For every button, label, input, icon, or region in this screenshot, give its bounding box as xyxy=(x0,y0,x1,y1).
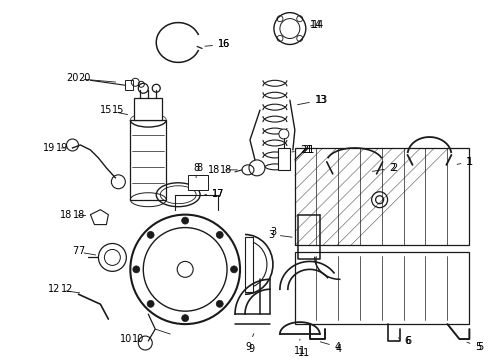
Circle shape xyxy=(216,231,223,238)
Text: 15: 15 xyxy=(100,105,127,115)
Text: 4: 4 xyxy=(320,342,340,352)
Text: 2: 2 xyxy=(372,163,395,173)
Text: 18: 18 xyxy=(207,165,237,175)
Bar xyxy=(294,252,468,324)
Text: 7: 7 xyxy=(72,247,96,256)
Circle shape xyxy=(278,129,288,139)
Bar xyxy=(125,80,133,90)
Circle shape xyxy=(177,261,193,277)
Text: 12: 12 xyxy=(61,284,73,294)
Text: 19: 19 xyxy=(43,143,65,153)
Text: 14: 14 xyxy=(311,19,324,30)
Circle shape xyxy=(98,243,126,271)
Text: 6: 6 xyxy=(397,336,410,346)
Text: 13: 13 xyxy=(297,95,326,105)
Circle shape xyxy=(152,84,160,92)
Text: 11: 11 xyxy=(297,348,309,358)
Text: 20: 20 xyxy=(78,73,91,83)
Text: 16: 16 xyxy=(218,40,230,49)
Text: 9: 9 xyxy=(247,344,254,354)
Circle shape xyxy=(182,217,188,224)
Text: 10: 10 xyxy=(132,334,144,344)
Text: 6: 6 xyxy=(405,336,411,346)
Bar xyxy=(277,148,289,170)
Circle shape xyxy=(104,249,120,265)
Bar xyxy=(294,148,468,246)
Circle shape xyxy=(138,83,148,93)
Text: 18: 18 xyxy=(220,165,232,175)
Circle shape xyxy=(147,300,154,307)
Text: 5: 5 xyxy=(476,342,483,352)
Text: 18: 18 xyxy=(60,210,85,220)
Bar xyxy=(188,175,208,190)
Text: 12: 12 xyxy=(48,284,80,294)
Text: 3: 3 xyxy=(269,226,276,237)
Circle shape xyxy=(138,336,152,350)
Text: 14: 14 xyxy=(309,19,322,30)
Text: 1: 1 xyxy=(456,157,471,167)
Circle shape xyxy=(248,160,264,176)
Text: 21: 21 xyxy=(301,145,314,155)
Text: 8: 8 xyxy=(196,163,202,173)
Text: 16: 16 xyxy=(204,40,230,49)
Text: 7: 7 xyxy=(78,247,84,256)
Circle shape xyxy=(230,266,237,273)
Bar xyxy=(244,237,252,292)
Circle shape xyxy=(375,196,383,204)
Text: 20: 20 xyxy=(66,73,115,83)
Bar xyxy=(130,120,166,200)
Text: 15: 15 xyxy=(112,105,124,115)
Circle shape xyxy=(273,13,305,45)
Text: 4: 4 xyxy=(335,344,341,354)
Text: 1: 1 xyxy=(467,157,472,167)
Text: 10: 10 xyxy=(120,334,140,344)
Text: 19: 19 xyxy=(56,143,68,153)
Text: 21: 21 xyxy=(291,145,311,155)
Text: 17: 17 xyxy=(204,189,224,199)
Text: 3: 3 xyxy=(268,230,291,239)
Text: 2: 2 xyxy=(391,163,397,173)
Circle shape xyxy=(216,300,223,307)
Text: 17: 17 xyxy=(212,189,224,199)
Circle shape xyxy=(371,192,387,208)
Text: 18: 18 xyxy=(72,210,84,220)
Circle shape xyxy=(147,231,154,238)
Text: 5: 5 xyxy=(466,342,481,352)
Circle shape xyxy=(182,315,188,321)
Bar xyxy=(134,98,162,120)
Text: 9: 9 xyxy=(244,334,253,352)
Circle shape xyxy=(133,266,140,273)
Text: 13: 13 xyxy=(315,95,327,105)
Circle shape xyxy=(279,19,299,39)
Text: 8: 8 xyxy=(193,163,199,178)
Text: 11: 11 xyxy=(293,339,305,356)
